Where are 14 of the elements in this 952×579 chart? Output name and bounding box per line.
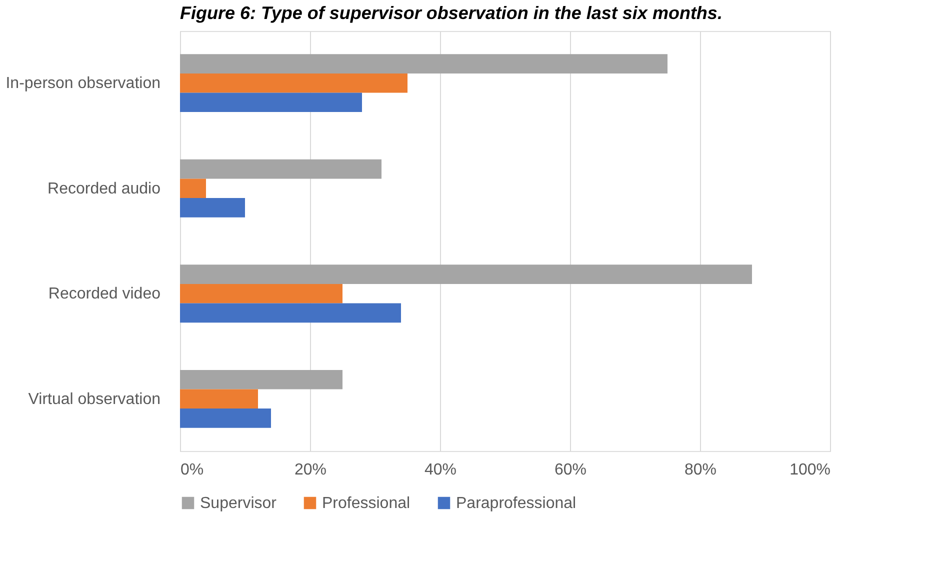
x-tick-label: 20% (294, 462, 327, 478)
x-tick-label: 100% (790, 462, 830, 478)
x-tick-label: 0% (180, 462, 204, 478)
y-tick-label: Recorded video (48, 286, 161, 303)
chart-title: Figure 6: Type of supervisor observation in the last six months. (180, 3, 722, 23)
y-tick-label: Recorded audio (48, 180, 161, 198)
x-tick-label: 80% (684, 462, 717, 478)
legend-label: Supervisor (200, 495, 278, 512)
x-tick-label: 40% (424, 462, 457, 478)
x-tick-label: 60% (554, 462, 587, 478)
y-tick-label: In-person observation (6, 75, 160, 92)
legend-label: Professional (322, 495, 410, 512)
y-tick-label: Virtual observation (28, 390, 160, 408)
legend-label: Paraprofessional (456, 495, 576, 512)
